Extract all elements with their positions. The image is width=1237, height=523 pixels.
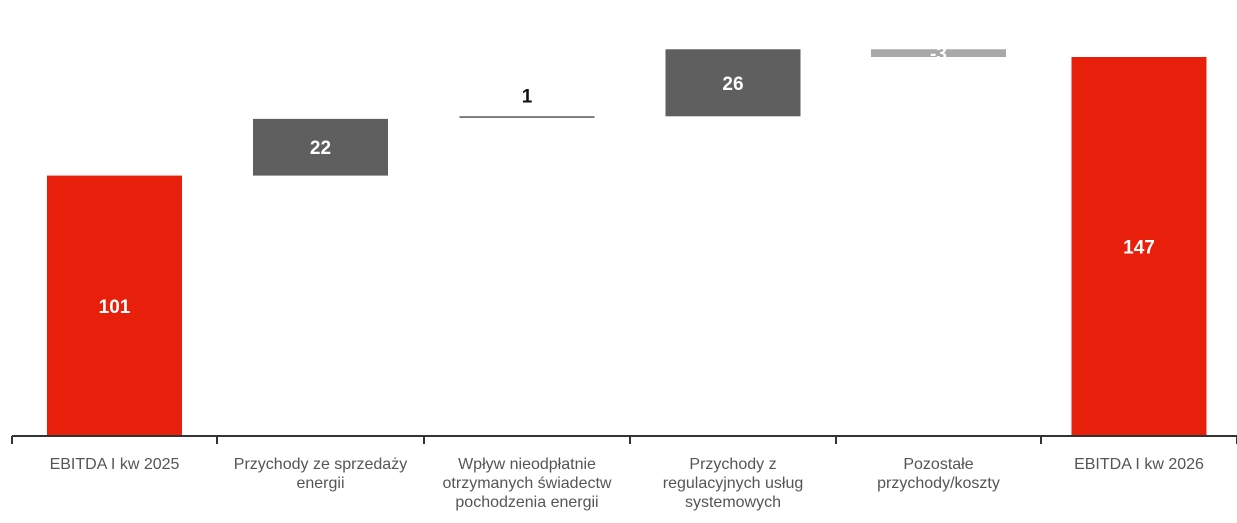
- category-label-5: Pozostałe przychody/koszty: [877, 456, 1000, 492]
- category-label-4: Przychody z regulacyjnych usług systemow…: [662, 456, 804, 511]
- bar-value-label-4: 26: [722, 74, 743, 95]
- bar-value-label-2: 22: [310, 138, 331, 159]
- bar-2: [253, 118, 388, 176]
- bar-6: [1071, 57, 1207, 436]
- bar-3: [459, 116, 595, 118]
- category-label-3: Wpływ nieodpłatnie otrzymanych świadectw…: [442, 456, 612, 511]
- bar-value-label-5: -3: [930, 44, 947, 65]
- bar-value-label-6: 147: [1123, 238, 1155, 259]
- bar-5: [871, 49, 1006, 57]
- bar-value-label-3: 1: [522, 86, 533, 107]
- bar-1: [47, 175, 182, 436]
- category-label-2: Przychody ze sprzedaży energii: [233, 456, 408, 492]
- bar-4: [665, 49, 801, 117]
- category-label-6: EBITDA I kw 2026: [1074, 456, 1204, 473]
- category-label-1: EBITDA I kw 2025: [49, 456, 180, 473]
- bar-value-label-1: 101: [99, 297, 131, 318]
